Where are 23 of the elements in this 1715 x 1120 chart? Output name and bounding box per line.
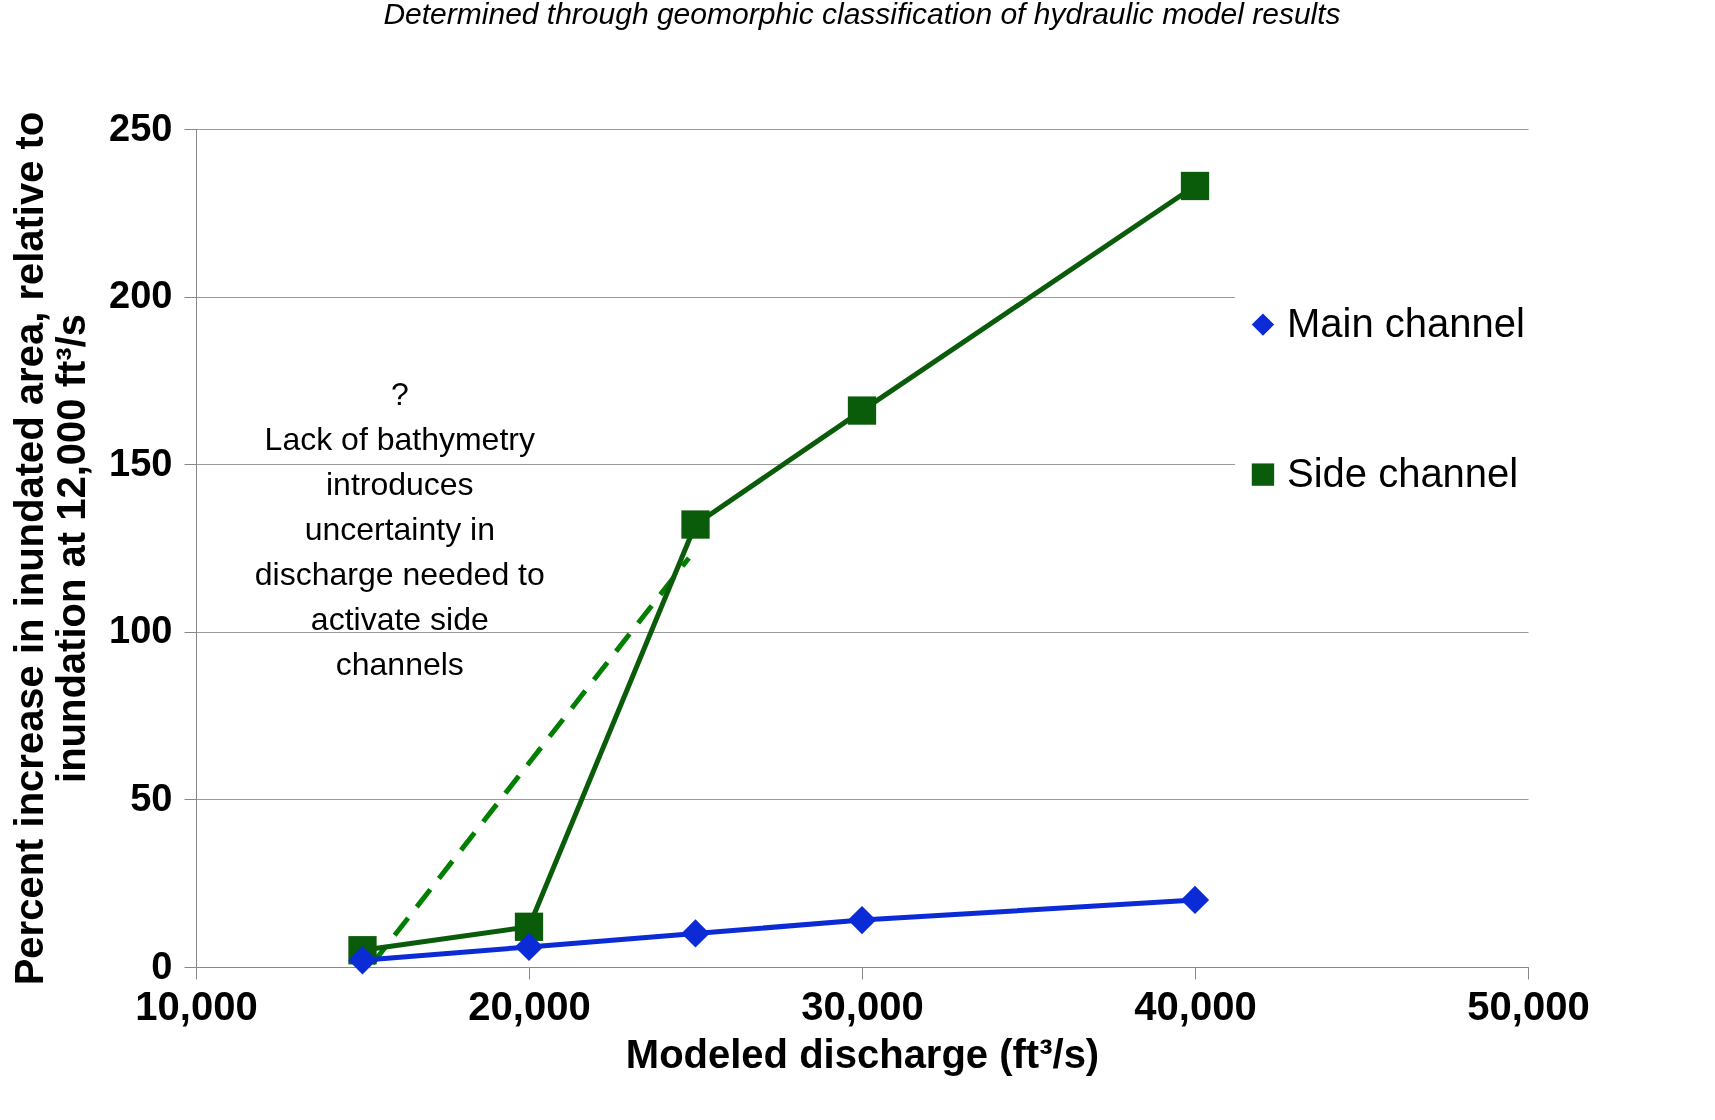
x-tick-label: 20,000 xyxy=(468,983,591,1028)
x-axis-title: Modeled discharge (ft³/s) xyxy=(625,1031,1100,1076)
point xyxy=(348,946,377,975)
y-axis-title: Percent increase in inundated area, relative to inundation at 12,000 ft³/s xyxy=(7,111,94,986)
legend-label: Side channel xyxy=(1286,450,1519,495)
legend-label: Main channel xyxy=(1286,300,1525,345)
annotation: ? Lack of bathymetry introduces uncertainty in discharge needed to activate side channels xyxy=(254,376,545,683)
x-tick-label: 50,000 xyxy=(1467,983,1590,1028)
point xyxy=(1180,885,1210,915)
x-tick-label: 40,000 xyxy=(1134,983,1257,1028)
point xyxy=(514,932,544,962)
y-tick-label: 100 xyxy=(109,609,173,652)
x-tick-label: 30,000 xyxy=(801,983,924,1028)
point xyxy=(847,905,877,935)
y-tick-label: 200 xyxy=(109,274,173,317)
point xyxy=(1180,171,1210,201)
point xyxy=(681,510,710,539)
chart-subtitle: Determined through geomorphic classification of hydraulic model results xyxy=(383,0,1341,30)
point xyxy=(847,396,877,425)
y-tick-label: 250 xyxy=(109,106,173,149)
y-tick-label: 50 xyxy=(130,776,173,819)
point xyxy=(681,919,710,948)
y-tick-label: 150 xyxy=(109,441,173,484)
